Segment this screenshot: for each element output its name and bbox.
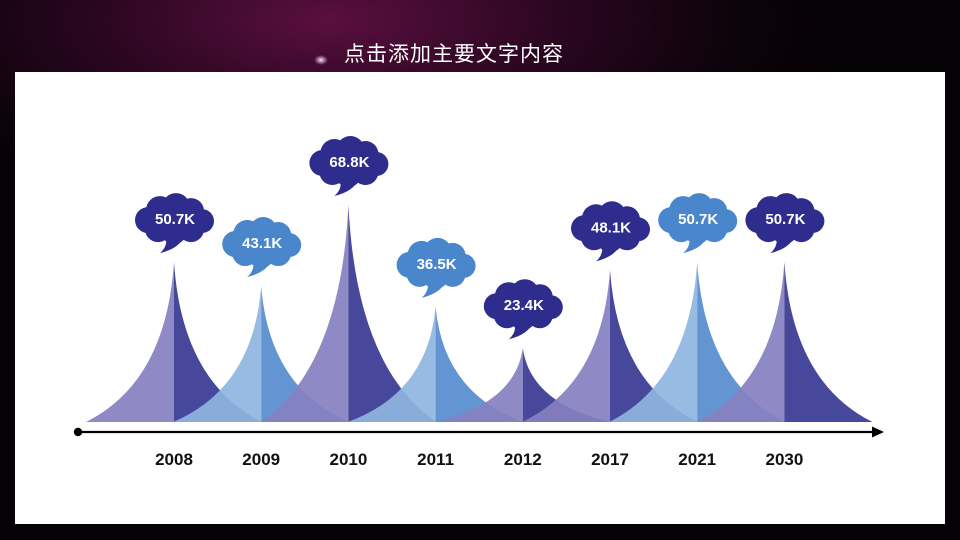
peak-left-face — [522, 270, 610, 422]
peak-right-face — [348, 205, 437, 422]
value-cloud: 50.7K — [745, 193, 825, 254]
cloud-tail — [334, 179, 359, 196]
peak-left-face — [86, 262, 174, 422]
peak-right-face — [784, 262, 873, 422]
cloud-puff — [762, 197, 807, 242]
tick-labels: 2008 2009 2010 2011 2012 2017 2021 2030 — [155, 450, 803, 469]
value-cloud: 50.7K — [135, 193, 214, 254]
peak-left-face — [434, 348, 523, 422]
sparkle-light — [314, 55, 328, 65]
data-label: 23.4K — [504, 297, 544, 314]
peak-right-face — [435, 306, 524, 422]
value-cloud: 43.1K — [222, 217, 302, 278]
peak-mark — [86, 262, 262, 422]
peak-left-face — [696, 262, 785, 422]
data-label: 48.1K — [591, 219, 631, 236]
peak-right-face — [697, 262, 786, 422]
cloud-tail — [683, 236, 708, 254]
peak-mark — [696, 262, 873, 422]
tick-label: 2017 — [591, 450, 629, 469]
tick-label: 2011 — [417, 450, 454, 469]
peak-left-face — [260, 205, 349, 422]
cloud-puff — [326, 140, 371, 184]
timeline-arrow-icon — [872, 426, 884, 438]
value-cloud: 48.1K — [571, 201, 650, 262]
timeline-axis — [73, 426, 884, 438]
cloud-tail — [421, 280, 446, 298]
tick-label: 2010 — [329, 450, 367, 469]
peak-left-face — [609, 262, 698, 422]
peak-mark — [347, 306, 524, 422]
value-cloud: 68.8K — [309, 136, 389, 196]
cloud-tail — [596, 244, 620, 262]
peak-right-face — [522, 348, 611, 422]
data-label: 36.5K — [417, 256, 457, 273]
peak-right-face — [174, 262, 262, 422]
cloud-puff — [239, 221, 284, 266]
data-label: 43.1K — [242, 235, 282, 252]
tick-label: 2021 — [678, 450, 716, 469]
cloud-puff — [413, 241, 458, 286]
cloud-tail — [770, 236, 795, 254]
value-cloud: 36.5K — [396, 237, 476, 298]
data-label: 50.7K — [155, 211, 195, 228]
peak-mark — [260, 205, 437, 422]
cloud-tail — [160, 236, 184, 254]
cloud-puff — [152, 197, 196, 242]
tick-label: 2012 — [504, 450, 542, 469]
peaks-layer — [86, 205, 873, 422]
cloud-puff — [675, 197, 720, 242]
tick-label: 2009 — [242, 450, 280, 469]
cloud-puff — [588, 205, 632, 250]
tick-label: 2008 — [155, 450, 193, 469]
clouds-layer: 50.7K 43.1K 68.8K 36.5K 23.4K 48.1K 50.7K 50.7K — [135, 136, 825, 340]
cloud-tail — [508, 322, 533, 340]
peak-mark — [173, 286, 350, 422]
peak-mark — [434, 348, 611, 422]
value-cloud: 23.4K — [483, 279, 563, 340]
peak-mark — [609, 262, 786, 422]
data-label: 50.7K — [765, 211, 805, 228]
data-label: 68.8K — [329, 154, 369, 171]
peak-mark — [522, 270, 698, 422]
timeline-start-dot — [73, 427, 83, 437]
peak-right-face — [610, 270, 698, 422]
cloud-tail — [247, 260, 272, 278]
peak-left-face — [347, 306, 436, 422]
data-label: 50.7K — [678, 211, 718, 228]
tick-label: 2030 — [765, 450, 803, 469]
peak-right-face — [261, 286, 350, 422]
cloud-puff — [500, 283, 545, 328]
peak-left-face — [173, 286, 262, 422]
value-cloud: 50.7K — [658, 193, 738, 254]
page-title: 点击添加主要文字内容 — [344, 42, 564, 66]
